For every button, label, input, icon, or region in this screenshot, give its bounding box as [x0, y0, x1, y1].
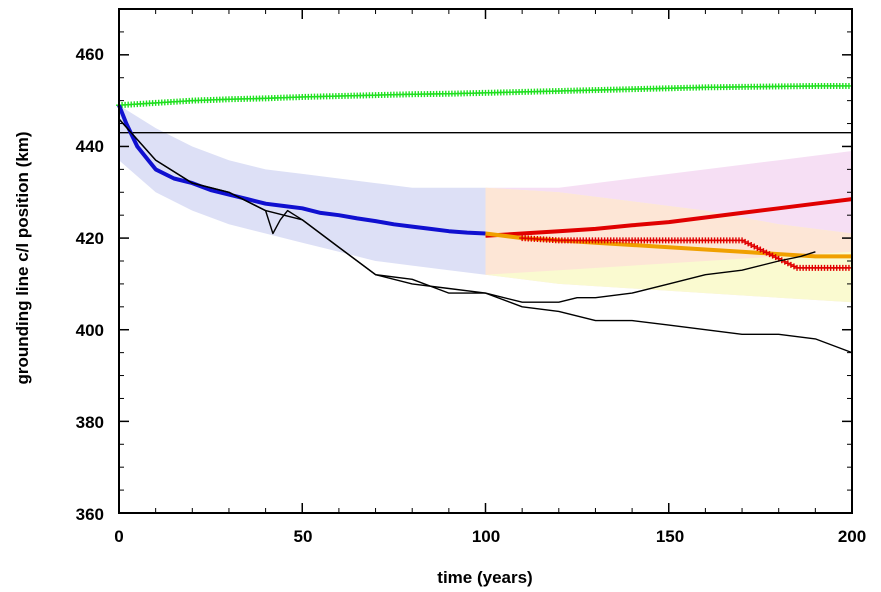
x-tick-label: 100 [472, 527, 500, 546]
series-2-line [117, 104, 486, 236]
plus-marker [754, 245, 761, 252]
plus-marker [763, 249, 770, 256]
plus-marker [787, 261, 794, 268]
plus-marker [757, 246, 764, 253]
plus-marker [845, 264, 852, 271]
plus-marker [745, 240, 752, 247]
plus-marker [760, 248, 767, 255]
y-tick-labels: 360 380 400 420 440 460 [76, 45, 104, 524]
series-1-markers [116, 82, 852, 109]
x-tick-label: 200 [838, 527, 866, 546]
x-tick-label: 150 [656, 527, 684, 546]
plus-marker [845, 82, 852, 89]
plus-marker [766, 251, 773, 258]
y-tick-label: 400 [76, 321, 104, 340]
x-axis-label: time (years) [437, 568, 532, 587]
y-tick-label: 380 [76, 413, 104, 432]
plot-layer [116, 8, 853, 514]
series-3-line [485, 197, 853, 238]
series-7-line [118, 118, 853, 354]
plus-marker [751, 243, 758, 250]
x-tick-label: 0 [114, 527, 123, 546]
y-tick-label: 420 [76, 229, 104, 248]
y-tick-label: 440 [76, 137, 104, 156]
plus-marker [784, 260, 791, 267]
x-tick-labels: 0 50 100 150 200 [114, 527, 866, 546]
series-5-markers [519, 235, 852, 271]
y-tick-label: 460 [76, 45, 104, 64]
x-tick-label: 50 [294, 527, 313, 546]
y-tick-label: 360 [76, 505, 104, 524]
plus-marker [790, 263, 797, 270]
plus-marker [772, 254, 779, 261]
plus-marker [739, 237, 746, 244]
uncertainty-band-blue [119, 105, 486, 275]
plus-marker [742, 238, 749, 245]
y-axis-label: grounding line c/l position (km) [13, 131, 32, 384]
plus-marker [769, 252, 776, 259]
plus-marker [748, 241, 755, 248]
